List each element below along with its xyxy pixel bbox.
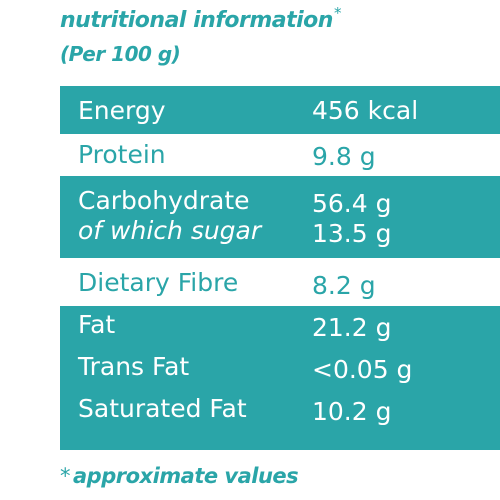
- table-row-saturated-fat: Saturated Fat 10.2 g: [60, 394, 500, 450]
- table-row-dietary-fibre: Dietary Fibre 8.2 g: [60, 258, 500, 306]
- row-sub-value: 13.5 g: [312, 219, 392, 248]
- table-row-carbohydrate: Carbohydrate 56.4 g of which sugar 13.5 …: [60, 176, 500, 258]
- row-label: Carbohydrate: [78, 186, 250, 215]
- table-row-fat: Fat 21.2 g: [60, 306, 500, 350]
- title-asterisk: *: [333, 4, 342, 22]
- table-row-energy: Energy 456 kcal: [60, 86, 500, 134]
- row-sub-label: of which sugar: [78, 216, 262, 245]
- row-value: 10.2 g: [312, 397, 392, 426]
- footnote: * approximate values: [60, 464, 299, 488]
- row-label: Saturated Fat: [78, 394, 247, 423]
- row-value: 56.4 g: [312, 189, 392, 218]
- table-row-protein: Protein 9.8 g: [60, 134, 500, 176]
- row-value: 21.2 g: [312, 313, 392, 342]
- row-value: 456 kcal: [312, 96, 419, 125]
- row-value: 8.2 g: [312, 271, 376, 300]
- row-value: 9.8 g: [312, 142, 376, 171]
- row-label: Fat: [78, 310, 116, 339]
- title-text: nutritional information: [60, 8, 333, 33]
- table-row-trans-fat: Trans Fat <0.05 g: [60, 350, 500, 394]
- row-label: Energy: [78, 96, 166, 125]
- page-title: nutritional information*: [60, 4, 341, 33]
- row-label: Dietary Fibre: [78, 268, 239, 297]
- serving-basis: (Per 100 g): [60, 42, 181, 66]
- row-label: Protein: [78, 140, 166, 169]
- footnote-text: approximate values: [73, 464, 299, 488]
- nutrition-table: Energy 456 kcal Protein 9.8 g Carbohydra…: [60, 86, 500, 450]
- footnote-asterisk: *: [60, 464, 71, 488]
- row-label: Trans Fat: [78, 352, 190, 381]
- row-value: <0.05 g: [312, 355, 413, 384]
